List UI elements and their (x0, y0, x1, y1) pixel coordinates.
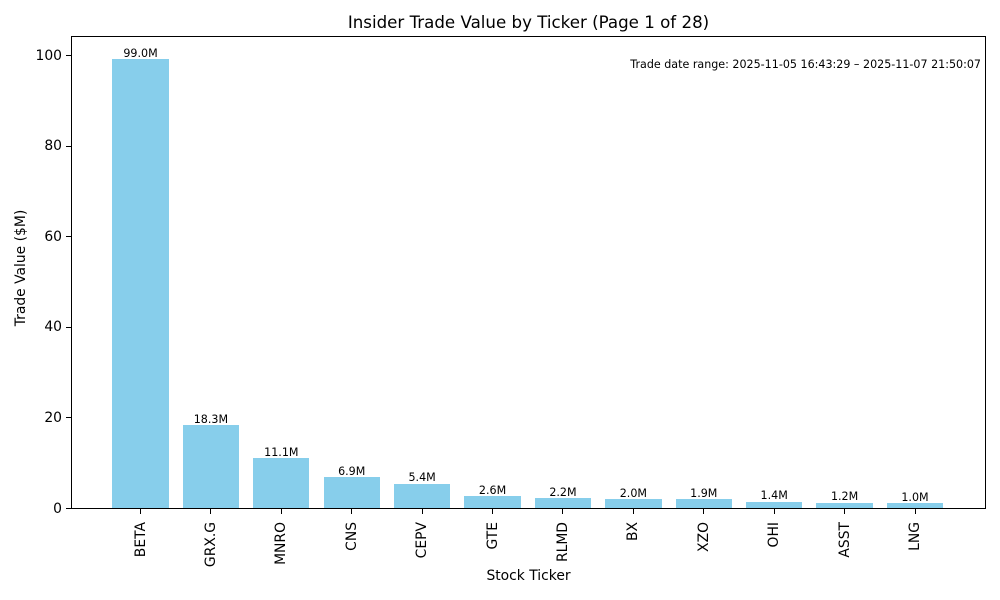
x-tick-label-RLMD: RLMD (554, 521, 571, 562)
y-tick-80 (66, 145, 71, 147)
bar-CNS (323, 476, 380, 508)
x-tick-ASST (844, 509, 846, 514)
bar-GRX.G (182, 425, 240, 508)
bar-value-label-CNS: 6.9M (338, 464, 366, 478)
x-tick-label-GTE: GTE (484, 521, 501, 550)
x-tick-label-OHI: OHI (766, 521, 783, 547)
x-tick-GRX.G (210, 509, 212, 514)
bar-OHI (746, 501, 803, 508)
bar-XZO (675, 499, 732, 508)
x-tick-label-GRX.G: GRX.G (202, 521, 219, 567)
x-tick-label-XZO: XZO (695, 521, 712, 552)
bar-value-label-ASST: 1.2M (830, 490, 859, 504)
bar-value-label-MNRO: 11.1M (264, 445, 299, 459)
bar-LNG (886, 503, 944, 508)
y-tick-label-80: 80 (44, 138, 62, 155)
bar-RLMD (534, 498, 592, 508)
x-tick-GTE (492, 509, 494, 514)
x-tick-label-CNS: CNS (343, 521, 360, 551)
bar-value-label-RLMD: 2.2M (549, 485, 577, 499)
y-tick-label-0: 0 (53, 500, 62, 517)
x-axis-label: Stock Ticker (486, 568, 571, 584)
x-tick-BX (632, 509, 634, 514)
bar-value-label-OHI: 1.4M (760, 489, 788, 503)
y-tick-40 (66, 326, 71, 328)
bar-CEPV (393, 483, 451, 508)
x-tick-label-MNRO: MNRO (273, 521, 290, 565)
y-tick-label-100: 100 (35, 47, 62, 64)
y-tick-label-60: 60 (44, 228, 62, 245)
bar-value-label-XZO: 1.9M (690, 487, 718, 501)
chart-title: Insider Trade Value by Ticker (Page 1 of… (347, 12, 710, 32)
y-axis-label: Trade Value ($M) (13, 209, 30, 327)
x-tick-LNG (914, 509, 916, 514)
y-tick-label-40: 40 (44, 319, 62, 336)
y-tick-20 (66, 417, 71, 419)
y-tick-0 (66, 508, 71, 509)
bar-BX (605, 498, 662, 508)
x-tick-XZO (703, 509, 705, 514)
y-tick-label-20: 20 (44, 410, 62, 427)
x-tick-BETA (140, 509, 141, 514)
x-tick-CNS (351, 509, 353, 514)
bar-BETA (112, 59, 169, 508)
x-tick-OHI (773, 509, 775, 514)
bar-value-label-GRX.G: 18.3M (193, 412, 229, 426)
bar-value-label-CEPV: 5.4M (408, 471, 436, 485)
x-tick-label-BETA: BETA (132, 521, 149, 557)
x-tick-RLMD (562, 509, 564, 514)
x-tick-label-BX: BX (625, 521, 642, 541)
x-tick-MNRO (280, 509, 282, 514)
y-tick-100 (66, 54, 71, 56)
bar-GTE (464, 496, 521, 508)
plot-area (71, 36, 986, 509)
bar-value-label-BETA: 99.0M (123, 47, 158, 61)
date-range-annotation: Trade date range: 2025-11-05 16:43:29 – … (630, 57, 981, 71)
bar-value-label-GTE: 2.6M (478, 484, 507, 498)
bar-value-label-LNG: 1.0M (901, 491, 929, 505)
y-tick-60 (66, 236, 71, 238)
x-tick-CEPV (421, 509, 423, 514)
x-tick-label-ASST: ASST (836, 521, 853, 558)
bar-MNRO (253, 457, 310, 508)
x-tick-label-LNG: LNG (907, 521, 923, 551)
x-tick-label-CEPV: CEPV (414, 521, 431, 558)
bar-ASST (816, 502, 873, 508)
bar-value-label-BX: 2.0M (619, 486, 647, 500)
